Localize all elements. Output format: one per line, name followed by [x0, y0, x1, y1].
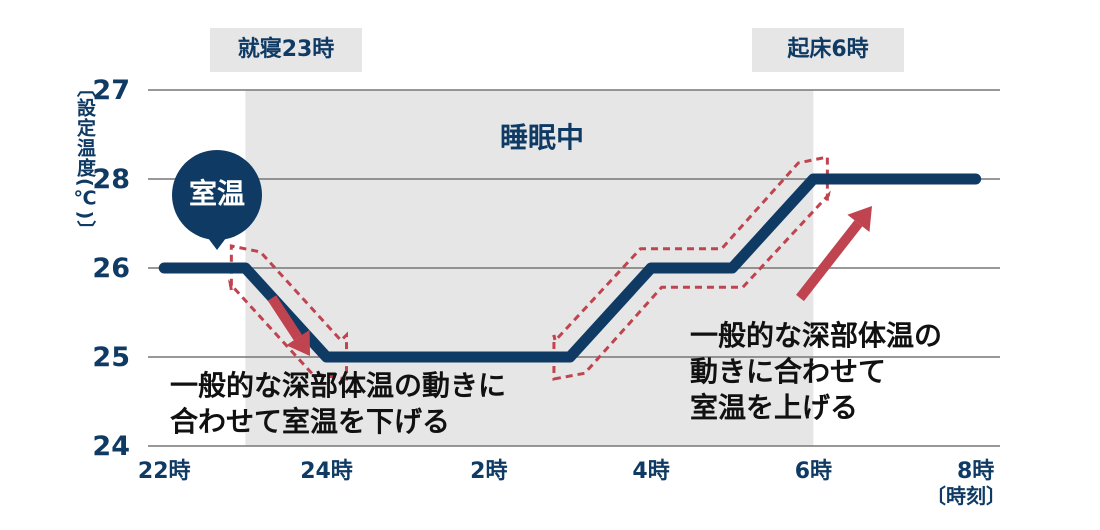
y-tick-label: 28	[92, 164, 130, 195]
temperature-line	[158, 173, 982, 363]
warm-up-note-line: 動きに合わせて	[690, 355, 887, 388]
y-tick-labels: 24 25 26 28 27	[92, 75, 130, 462]
x-tick-label: 4時	[632, 459, 669, 484]
warm-up-note-line: 室温を上げる	[690, 391, 859, 424]
x-tick-label: 8時	[957, 459, 994, 484]
cool-down-note: 一般的な深部体温の動きに 合わせて室温を下げる	[170, 368, 506, 440]
y-tick-label: 27	[92, 75, 130, 106]
warm-up-note: 一般的な深部体温の 動きに合わせて 室温を上げる	[690, 318, 942, 426]
x-tick-label: 6時	[795, 459, 832, 484]
x-tick-label: 22時	[138, 459, 191, 484]
y-axis-label: 〔設定温度(℃)〕	[74, 78, 96, 241]
dashed-highlights	[227, 155, 831, 381]
x-axis-unit-label: 〔時刻〕	[926, 484, 1006, 508]
arrow-head	[286, 329, 310, 356]
y-tick-label: 26	[92, 253, 130, 284]
wakeup-label: 起床6時	[752, 28, 904, 72]
room-temp-label: 室温	[188, 177, 245, 210]
arrow-shaft	[796, 220, 863, 302]
room-temp-bubble: 室温	[162, 150, 272, 260]
trend-arrows	[267, 206, 872, 356]
y-tick-label: 25	[92, 342, 130, 373]
bedtime-label: 就寝23時	[210, 28, 362, 72]
cool-down-note-line: 一般的な深部体温の動きに	[170, 369, 507, 402]
x-tick-label: 2時	[470, 459, 507, 484]
x-tick-labels: 22時 24時 2時 4時 6時 8時	[138, 459, 994, 484]
warm-up-arrow	[796, 206, 872, 302]
warm-up-highlight	[552, 155, 831, 381]
cool-down-note-line: 合わせて室温を下げる	[170, 405, 451, 438]
cool-down-arrow	[267, 295, 310, 356]
speech-bubble-icon	[172, 150, 262, 250]
arrow-shaft	[267, 295, 303, 341]
cool-down-highlight	[227, 244, 349, 381]
y-tick-label: 24	[92, 431, 130, 462]
warm-up-note-line: 一般的な深部体温の	[690, 319, 943, 352]
arrow-head	[847, 206, 872, 232]
x-tick-label: 24時	[300, 459, 353, 484]
sleep-period-label: 睡眠中	[500, 121, 585, 154]
